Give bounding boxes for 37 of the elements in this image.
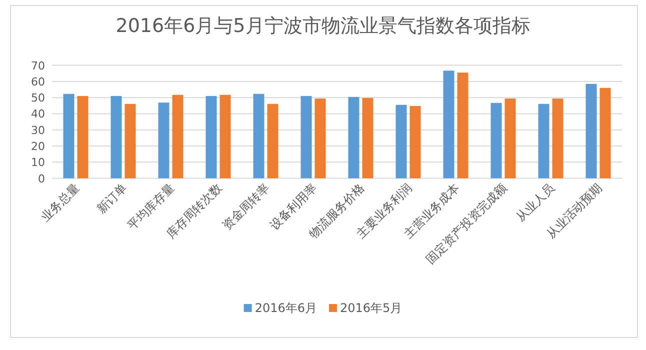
bar [443, 70, 454, 178]
bar [396, 104, 407, 178]
bar [362, 98, 374, 178]
y-tick-label: 20 [31, 140, 45, 154]
y-tick-label: 50 [31, 92, 45, 105]
y-tick-label: 70 [31, 59, 45, 72]
bar [220, 94, 231, 178]
bar [267, 104, 278, 178]
y-tick-label: 60 [31, 75, 45, 88]
bar [300, 96, 312, 178]
chart-title: 2016年6月与5月宁波市物流业景气指数各项指标 [116, 15, 530, 37]
bar [124, 104, 136, 178]
bar [314, 98, 326, 178]
y-tick-label: 40 [31, 108, 45, 121]
bar [552, 98, 564, 178]
bar [600, 88, 611, 178]
bar [206, 96, 217, 178]
legend-label: 2016年5月 [340, 301, 402, 315]
x-tick-label: 从业人员 [513, 180, 557, 224]
y-tick-label: 0 [38, 172, 45, 186]
legend-label: 2016年6月 [254, 301, 317, 315]
y-tick-label: 10 [31, 156, 45, 170]
bar [158, 102, 170, 178]
bar [253, 94, 264, 178]
bar [586, 84, 597, 178]
bar [410, 106, 421, 178]
bar [77, 96, 88, 178]
bar [63, 94, 74, 178]
bar [457, 72, 468, 178]
bar [504, 98, 516, 178]
bar [490, 102, 502, 178]
x-tick-label: 新订单 [94, 180, 130, 216]
bar [110, 96, 122, 178]
bar [538, 104, 550, 178]
bar [348, 96, 360, 178]
y-tick-label: 30 [31, 124, 45, 137]
bar [172, 94, 184, 178]
